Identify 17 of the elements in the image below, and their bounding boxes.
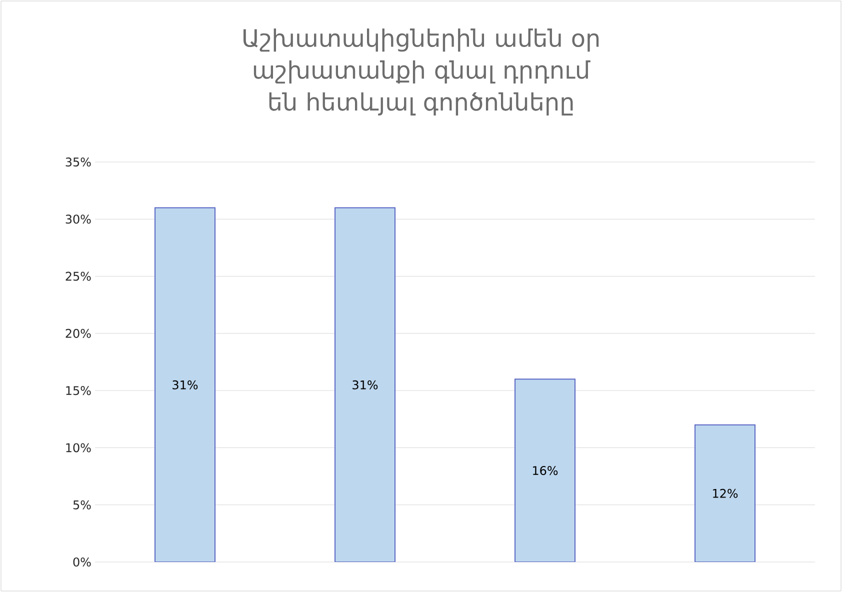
data-label: 31% [172, 380, 198, 390]
y-tick-label: 10% [66, 443, 91, 452]
data-label: 16% [533, 466, 558, 476]
y-tick-label: 30% [66, 214, 91, 224]
chart-title: Աշխատակիցներին ամեն օր աշխատանքի գնալ դրդում են հետևյալ գործոնները [243, 28, 599, 116]
bar [694, 424, 756, 562]
data-label: 12% [713, 488, 738, 498]
y-tick-label: 25% [66, 272, 91, 281]
y-tick-label: 20% [66, 328, 91, 338]
y-tick-label: 0% [73, 557, 91, 567]
bar [334, 207, 396, 562]
y-tick-label: 5% [73, 500, 91, 510]
data-label: 31% [352, 380, 378, 390]
bar [154, 207, 216, 562]
y-tick-label: 35% [66, 157, 91, 167]
y-tick-label: 15% [66, 386, 91, 396]
bar [514, 378, 576, 562]
